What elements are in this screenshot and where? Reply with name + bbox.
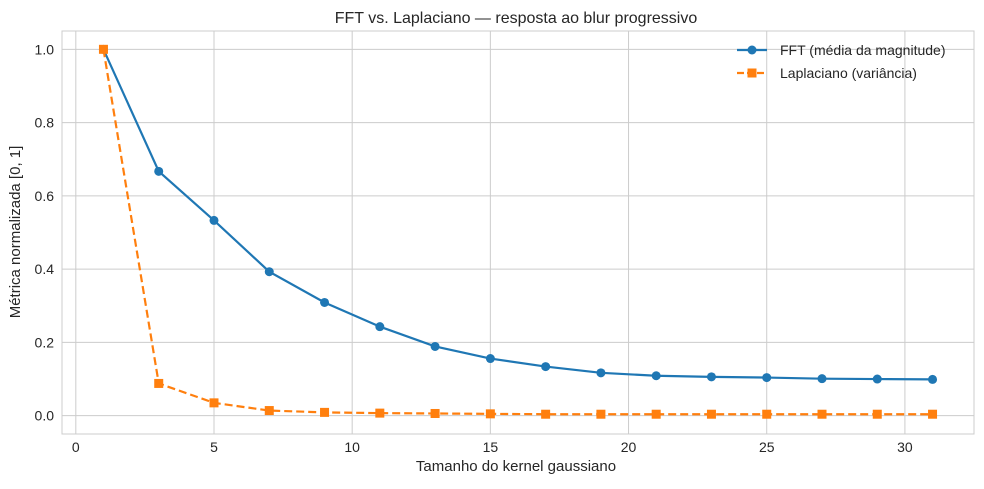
plot-frame [61, 30, 975, 435]
y-tick-label: 0.8 [35, 115, 55, 131]
x-tick-label: 20 [621, 439, 637, 455]
data-point-1 [706, 409, 716, 419]
y-axis-label: Métrica normalizada [0, 1] [7, 146, 24, 319]
x-axis-label: Tamanho do kernel gaussiano [416, 458, 616, 475]
legend: FFT (média da magnitude) Laplaciano (vari… [737, 42, 945, 81]
y-tick-label: 0.2 [35, 334, 55, 350]
chart-title: FFT vs. Laplaciano — resposta ao blur pr… [335, 10, 698, 27]
legend-marker-0 [747, 45, 757, 55]
y-tick-label: 0.0 [35, 408, 55, 424]
legend-marker-1 [747, 68, 757, 78]
x-tick-label: 25 [759, 439, 775, 455]
data-point-1 [928, 409, 938, 419]
data-point-1 [762, 409, 772, 419]
y-tick-label: 0.6 [35, 188, 55, 204]
data-point-0 [375, 322, 385, 332]
series-line-0 [102, 48, 933, 381]
legend-label: Laplaciano (variância) [780, 65, 917, 81]
data-point-1 [320, 407, 330, 417]
legend-label: FFT (média da magnitude) [780, 42, 945, 58]
data-point-0 [872, 374, 882, 384]
data-point-1 [485, 409, 495, 419]
data-point-0 [485, 354, 495, 364]
data-point-1 [817, 409, 827, 419]
x-tick-label: 30 [897, 439, 913, 455]
data-point-1 [375, 408, 385, 418]
data-point-1 [98, 44, 108, 54]
x-tick-label: 5 [210, 439, 218, 455]
data-point-0 [264, 267, 274, 277]
series-line-1 [102, 49, 933, 416]
data-point-0 [209, 215, 219, 225]
data-point-0 [596, 368, 606, 378]
data-point-0 [706, 372, 716, 382]
data-point-1 [596, 409, 606, 419]
data-point-1 [154, 378, 164, 388]
y-tick-label: 0.4 [35, 261, 55, 277]
data-point-1 [872, 409, 882, 419]
data-point-0 [762, 373, 772, 383]
data-point-1 [541, 409, 551, 419]
data-point-0 [430, 341, 440, 351]
data-point-0 [320, 297, 330, 307]
y-tick-label: 1.0 [35, 41, 55, 57]
data-point-1 [651, 409, 661, 419]
x-tick-label: 10 [344, 439, 360, 455]
x-tick-label: 15 [483, 439, 499, 455]
data-point-1 [430, 408, 440, 418]
data-point-1 [209, 398, 219, 408]
x-tick-label: 0 [72, 439, 80, 455]
data-point-1 [264, 406, 274, 416]
data-point-0 [651, 371, 661, 381]
data-point-0 [541, 362, 551, 372]
data-point-0 [928, 374, 938, 384]
data-point-0 [154, 166, 164, 176]
data-point-0 [817, 374, 827, 384]
